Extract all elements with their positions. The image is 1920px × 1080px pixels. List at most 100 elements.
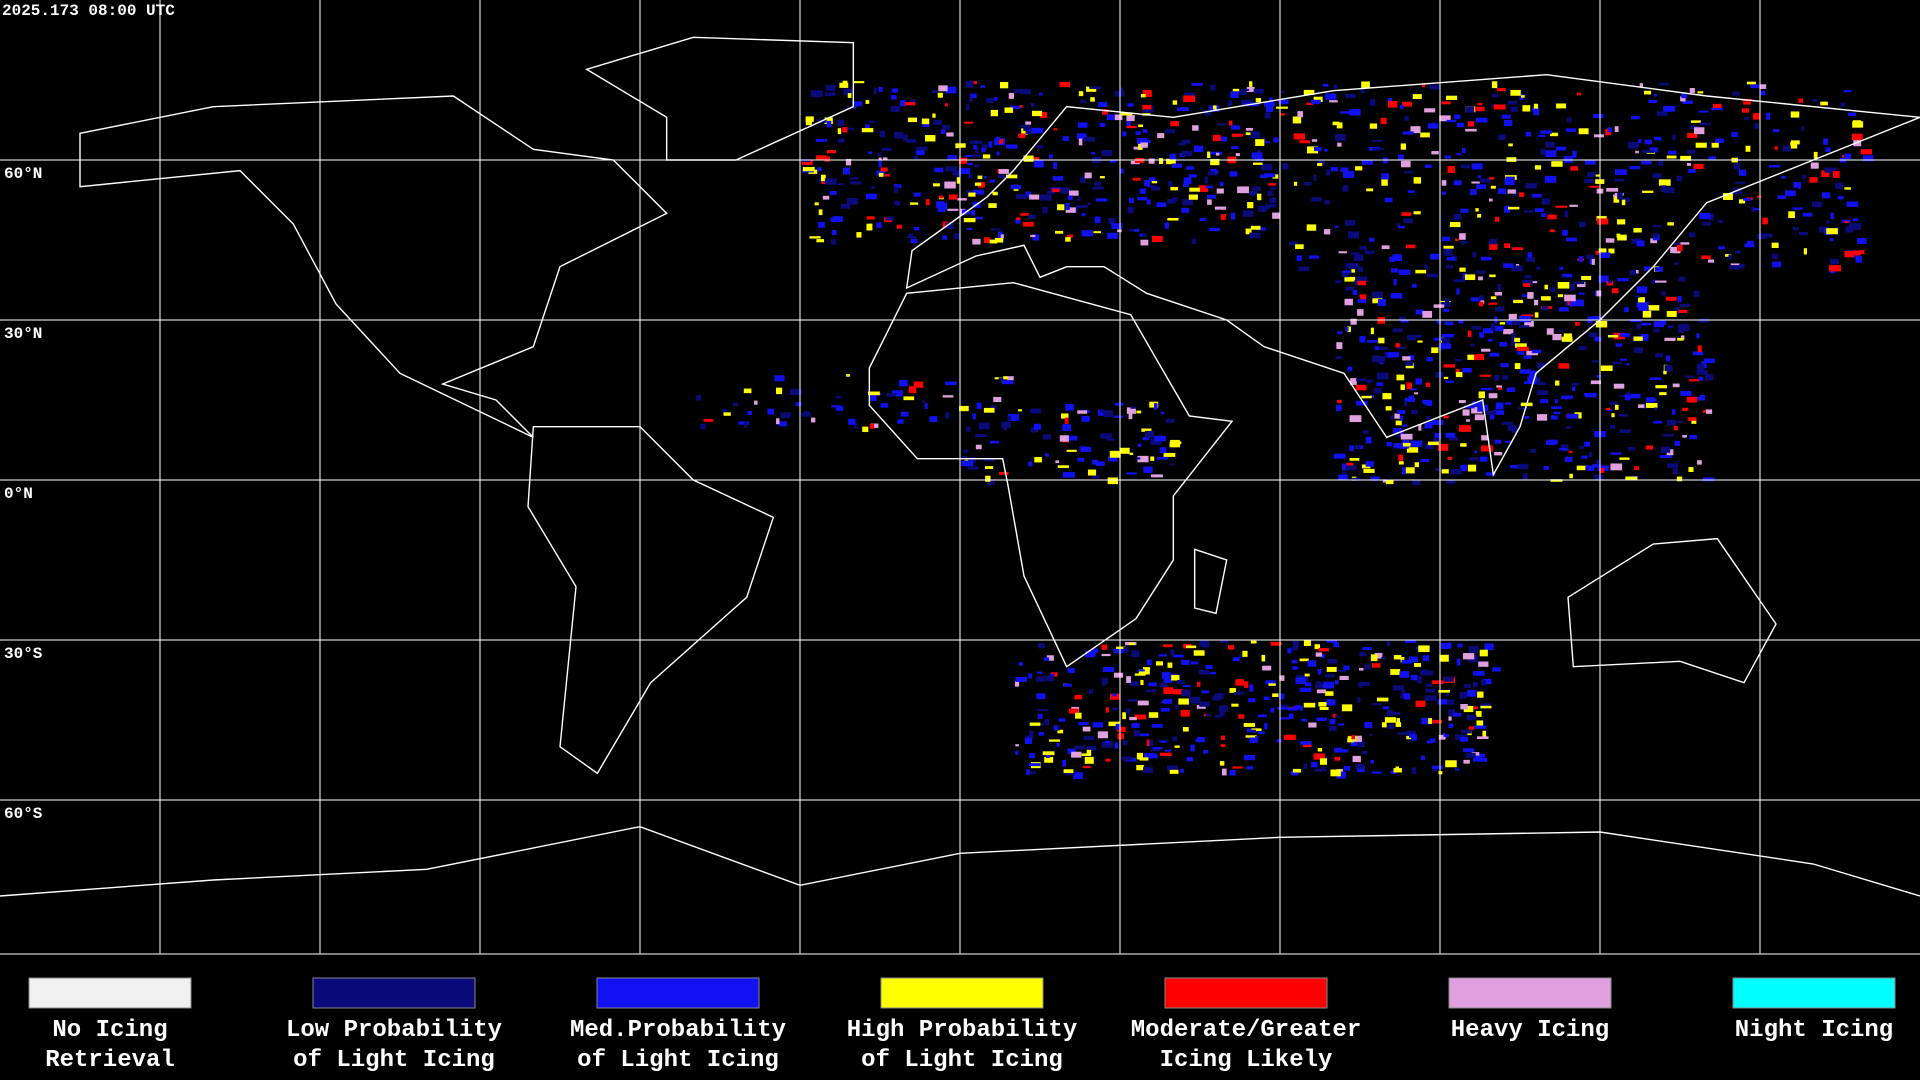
icing-pixel xyxy=(1545,440,1556,446)
icing-pixel xyxy=(929,416,938,423)
icing-pixel xyxy=(1583,179,1595,183)
icing-pixel xyxy=(1371,703,1382,706)
icing-pixel xyxy=(896,224,902,229)
icing-pixel xyxy=(1477,175,1481,178)
icing-pixel xyxy=(1036,676,1045,682)
icing-pixel xyxy=(1651,279,1657,284)
icing-pixel xyxy=(1513,299,1523,304)
icing-pixel xyxy=(975,444,982,450)
icing-pixel xyxy=(1311,197,1322,202)
icing-pixel xyxy=(1844,221,1849,224)
icing-pixel xyxy=(1301,718,1308,722)
icing-pixel xyxy=(696,395,702,401)
icing-pixel xyxy=(1029,730,1034,738)
icing-pixel xyxy=(1185,645,1197,649)
icing-pixel xyxy=(1581,455,1588,459)
icing-pixel xyxy=(1304,673,1310,677)
icing-pixel xyxy=(1478,661,1489,667)
icing-pixel xyxy=(1549,229,1555,233)
icing-pixel xyxy=(1255,736,1259,741)
icing-pixel xyxy=(1812,99,1818,102)
icing-pixel xyxy=(1380,117,1387,125)
icing-pixel xyxy=(1181,689,1191,697)
icing-pixel xyxy=(1169,153,1177,160)
icing-pixel xyxy=(1665,296,1677,301)
icing-pixel xyxy=(966,227,973,231)
icing-pixel xyxy=(1424,421,1433,429)
icing-pixel xyxy=(1638,297,1645,303)
icing-pixel xyxy=(1636,240,1645,247)
icing-pixel xyxy=(822,195,830,200)
icing-pixel xyxy=(1492,410,1504,415)
icing-pixel xyxy=(1642,310,1652,318)
icing-pixel xyxy=(1424,264,1428,270)
icing-pixel xyxy=(1422,399,1431,404)
icing-pixel xyxy=(1177,679,1185,685)
icing-pixel xyxy=(989,440,1000,444)
icing-pixel xyxy=(1527,376,1538,382)
icing-pixel xyxy=(1584,159,1596,165)
icing-pixel xyxy=(1480,705,1492,709)
icing-pixel xyxy=(1825,147,1831,152)
icing-pixel xyxy=(1533,103,1539,109)
icing-pixel xyxy=(1425,683,1433,687)
icing-pixel xyxy=(1186,166,1195,170)
icing-pixel xyxy=(1160,752,1172,757)
icing-pixel xyxy=(1324,148,1328,152)
icing-pixel xyxy=(1456,122,1464,128)
icing-pixel xyxy=(1355,400,1368,406)
icing-pixel xyxy=(1620,358,1627,361)
icing-pixel xyxy=(1486,411,1497,416)
icing-pixel xyxy=(1269,198,1275,203)
legend-label: Low Probability xyxy=(286,1017,502,1044)
icing-pixel xyxy=(1189,187,1200,192)
coastline xyxy=(1193,548,1228,615)
icing-pixel xyxy=(1681,92,1688,99)
icing-pixel xyxy=(1645,445,1653,450)
icing-pixel xyxy=(1743,198,1751,201)
icing-pixel xyxy=(878,160,882,168)
icing-pixel xyxy=(1617,278,1629,282)
icing-pixel xyxy=(1400,160,1411,168)
icing-pixel xyxy=(1607,334,1619,338)
icing-pixel xyxy=(1179,768,1184,773)
icing-pixel xyxy=(1507,189,1516,194)
icing-pixel xyxy=(1644,139,1652,145)
icing-pixel xyxy=(1558,363,1570,369)
icing-pixel xyxy=(1461,148,1466,154)
icing-pixel xyxy=(1261,654,1266,662)
icing-pixel xyxy=(906,236,917,239)
icing-pixel xyxy=(1396,718,1400,726)
icing-pixel xyxy=(1656,111,1668,116)
icing-pixel xyxy=(1438,690,1450,693)
icing-pixel xyxy=(1412,94,1422,99)
icing-pixel xyxy=(1418,645,1430,653)
icing-pixel xyxy=(1370,327,1374,335)
icing-pixel xyxy=(1448,436,1459,441)
icing-pixel xyxy=(938,202,948,210)
icing-pixel xyxy=(1129,681,1139,687)
icing-pixel xyxy=(1094,216,1101,224)
icing-pixel xyxy=(1844,153,1852,160)
icing-pixel xyxy=(1638,306,1649,311)
icing-pixel xyxy=(1848,112,1857,116)
icing-pixel xyxy=(891,88,899,93)
icing-pixel xyxy=(998,377,1005,381)
icing-pixel xyxy=(1089,86,1101,89)
legend-label: Night Icing xyxy=(1735,1017,1893,1044)
icing-pixel xyxy=(1612,361,1622,365)
icing-pixel xyxy=(1511,247,1524,251)
icing-pixel xyxy=(1122,712,1126,720)
icing-pixel xyxy=(1117,726,1126,732)
icing-pixel xyxy=(1137,700,1149,706)
icing-pixel xyxy=(1065,403,1074,411)
icing-pixel xyxy=(1781,176,1786,179)
icing-pixel xyxy=(1852,120,1862,126)
icing-pixel xyxy=(1446,257,1456,261)
icing-pixel xyxy=(1317,669,1322,675)
icing-pixel xyxy=(893,184,902,188)
icing-pixel xyxy=(1025,735,1033,740)
icing-pixel xyxy=(1790,111,1800,118)
icing-pixel xyxy=(1678,330,1684,334)
icing-pixel xyxy=(1125,708,1131,714)
